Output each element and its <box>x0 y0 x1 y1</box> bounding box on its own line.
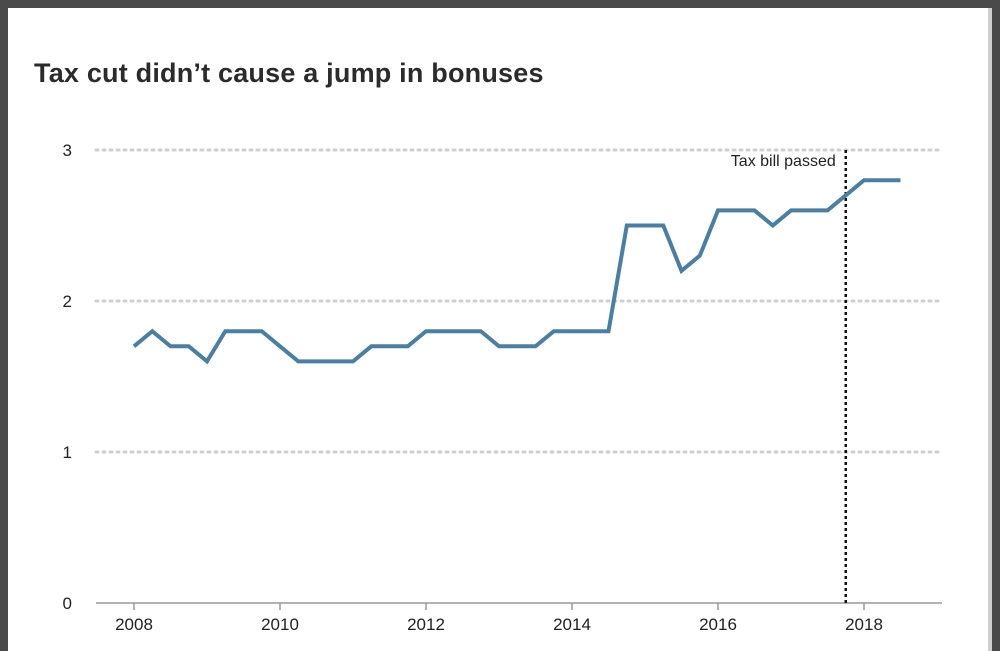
x-tick-label-2008: 2008 <box>115 615 153 634</box>
y-tick-label-3: 3 <box>63 141 72 160</box>
y-tick-label-1: 1 <box>63 443 72 462</box>
x-tick-label-2014: 2014 <box>553 615 591 634</box>
annotation-label: Tax bill passed <box>731 153 836 170</box>
x-tick-label-2010: 2010 <box>261 615 299 634</box>
x-tick-label-2018: 2018 <box>845 615 883 634</box>
x-tick-label-2016: 2016 <box>699 615 737 634</box>
series-line-0 <box>132 178 901 365</box>
chart-card <box>8 8 992 651</box>
x-tick-label-2012: 2012 <box>407 615 445 634</box>
y-tick-label-2: 2 <box>63 292 72 311</box>
chart-title: Tax cut didn’t cause a jump in bonuses <box>34 58 544 88</box>
y-tick-label-0: 0 <box>63 594 72 613</box>
